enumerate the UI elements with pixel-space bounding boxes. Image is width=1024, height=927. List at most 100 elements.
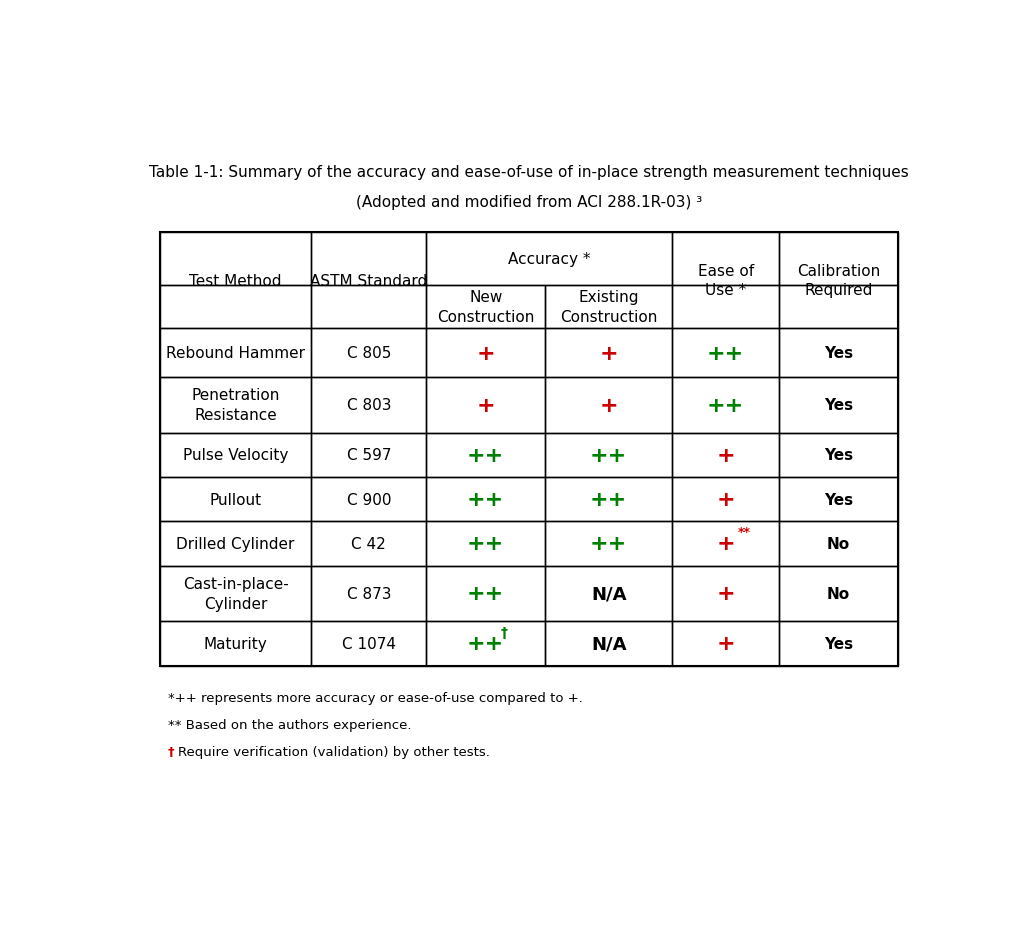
Text: Penetration
Resistance: Penetration Resistance [191,387,280,423]
Text: (Adopted and modified from ACI 288.1R-03) ³: (Adopted and modified from ACI 288.1R-03… [355,195,701,210]
Text: +: + [716,584,735,603]
Text: Yes: Yes [823,492,853,507]
Text: N/A: N/A [591,635,627,653]
Bar [779,329,898,377]
Text: Ease of
Use *: Ease of Use * [697,263,754,298]
Text: ASTM Standard: ASTM Standard [310,273,427,288]
Text: No: No [826,586,850,602]
Text: Yes: Yes [823,398,853,413]
Bar [311,477,426,522]
Text: ++: ++ [467,534,505,553]
Bar [160,233,311,286]
Bar [160,565,311,622]
Text: ++: ++ [467,584,505,603]
Text: ++: ++ [590,534,628,553]
Text: C 1074: C 1074 [342,636,396,652]
Bar [160,233,898,666]
Text: +: + [599,343,618,363]
Text: +: + [716,489,735,510]
Bar [779,377,898,433]
Bar [545,565,673,622]
Bar [426,377,545,433]
Text: ++: ++ [590,489,628,510]
Bar [426,522,545,565]
Bar [545,377,673,433]
Bar [545,286,673,329]
Text: ++: ++ [467,445,505,465]
Text: Yes: Yes [823,346,853,361]
Bar [545,329,673,377]
Text: C 873: C 873 [346,586,391,602]
Text: C 597: C 597 [346,448,391,463]
Text: **: ** [737,526,751,539]
Text: Yes: Yes [823,636,853,652]
Bar [311,433,426,477]
Text: C 900: C 900 [346,492,391,507]
Text: Existing
Construction: Existing Construction [560,290,657,325]
Text: Pulse Velocity: Pulse Velocity [183,448,289,463]
Bar [160,522,311,565]
Bar [160,433,311,477]
Bar [545,522,673,565]
Bar [779,286,898,329]
Bar [673,377,779,433]
Bar [779,233,898,286]
Text: +: + [476,343,495,363]
Text: +: + [716,445,735,465]
Text: Cast-in-place-
Cylinder: Cast-in-place- Cylinder [182,577,289,611]
Bar [673,522,779,565]
Text: New
Construction: New Construction [437,290,535,325]
Bar [426,286,545,329]
Text: ++: ++ [590,445,628,465]
Bar [160,329,311,377]
Bar [673,329,779,377]
Text: Pullout: Pullout [210,492,262,507]
Text: ++: ++ [467,489,505,510]
Bar [779,522,898,565]
Bar [160,477,311,522]
Bar [311,329,426,377]
Text: N/A: N/A [591,585,627,603]
Bar [673,433,779,477]
Bar [311,286,426,329]
Bar [545,477,673,522]
Bar [426,433,545,477]
Bar [311,377,426,433]
Bar [779,622,898,666]
Bar [160,377,311,433]
Text: Accuracy *: Accuracy * [508,252,591,267]
Text: Test Method: Test Method [189,273,282,288]
Text: C 805: C 805 [347,346,391,361]
Bar [160,286,311,329]
Text: +: + [716,534,735,553]
Text: +: + [716,634,735,654]
Bar [311,622,426,666]
Text: †: † [168,745,174,758]
Text: ++: ++ [707,343,744,363]
Bar [673,286,779,329]
Text: Maturity: Maturity [204,636,267,652]
Text: +: + [476,395,495,415]
Text: *++ represents more accuracy or ease-of-use compared to +.: *++ represents more accuracy or ease-of-… [168,691,583,704]
Text: ** Based on the authors experience.: ** Based on the authors experience. [168,717,412,731]
Bar [311,522,426,565]
Text: +: + [599,395,618,415]
Text: Drilled Cylinder: Drilled Cylinder [176,537,295,552]
Bar [426,622,545,666]
Bar [545,433,673,477]
Text: Rebound Hammer: Rebound Hammer [166,346,305,361]
Bar [779,433,898,477]
Text: Table 1-1: Summary of the accuracy and ease-of-use of in-place strength measurem: Table 1-1: Summary of the accuracy and e… [148,164,908,180]
Text: C 42: C 42 [351,537,386,552]
Bar [673,622,779,666]
Bar [779,565,898,622]
Bar [160,622,311,666]
Bar [311,233,426,286]
Bar [426,233,673,286]
Bar [673,477,779,522]
Bar [426,565,545,622]
Bar [673,565,779,622]
Bar [545,622,673,666]
Text: ++: ++ [467,634,505,654]
Bar [426,329,545,377]
